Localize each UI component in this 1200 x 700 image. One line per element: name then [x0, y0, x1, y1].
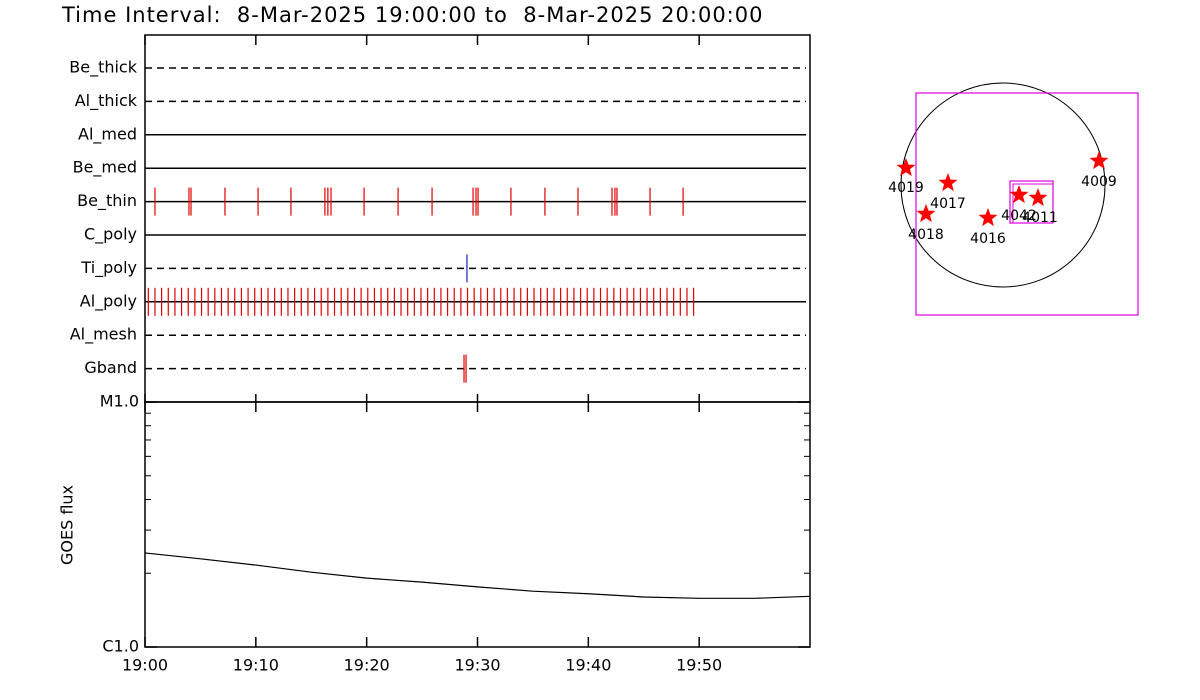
- filter-label: Be_thin: [77, 191, 137, 211]
- filter-label: Be_thick: [69, 58, 137, 78]
- solar-disk: [900, 82, 1106, 288]
- x-tick-label: 19:10: [233, 656, 279, 675]
- x-tick-label: 19:50: [676, 656, 722, 675]
- goes-curve: [144, 552, 811, 599]
- x-tick-label: 19:40: [565, 656, 611, 675]
- filter-label: Ti_poly: [80, 258, 137, 278]
- region-star: [938, 173, 958, 192]
- filter-label: Be_med: [73, 158, 137, 178]
- fov-box-small: [1012, 183, 1054, 224]
- region-star: [1009, 185, 1029, 204]
- region-label: 4018: [908, 227, 944, 243]
- region-label: 4042: [1001, 208, 1037, 224]
- region-star: [1089, 151, 1109, 170]
- region-star: [1028, 188, 1048, 207]
- fov-box: [915, 92, 1139, 316]
- chart-title: Time Interval: 8-Mar-2025 19:00:00 to 8-…: [61, 3, 763, 27]
- y-axis-label: GOES flux: [58, 485, 77, 565]
- x-tick-label: 19:30: [454, 656, 500, 675]
- region-star: [978, 208, 998, 227]
- x-tick-label: 19:00: [122, 656, 168, 675]
- filter-label: Al_mesh: [70, 325, 137, 345]
- region-star: [916, 204, 936, 223]
- y-tick-label: C1.0: [102, 637, 139, 656]
- filter-label: C_poly: [84, 225, 137, 245]
- region-label: 4016: [970, 231, 1006, 247]
- region-label: 4011: [1022, 210, 1058, 226]
- region-label: 4009: [1081, 174, 1117, 190]
- filter-label: Al_thick: [75, 91, 138, 111]
- y-tick-label: M1.0: [100, 392, 139, 411]
- filter-label: Al_med: [78, 124, 137, 144]
- filter-label: Gband: [84, 358, 137, 377]
- x-tick-label: 19:20: [344, 656, 390, 675]
- filter-label: Al_poly: [80, 291, 137, 311]
- region-label: 4017: [930, 196, 966, 212]
- region-label: 4019: [888, 180, 924, 196]
- region-star: [896, 158, 916, 177]
